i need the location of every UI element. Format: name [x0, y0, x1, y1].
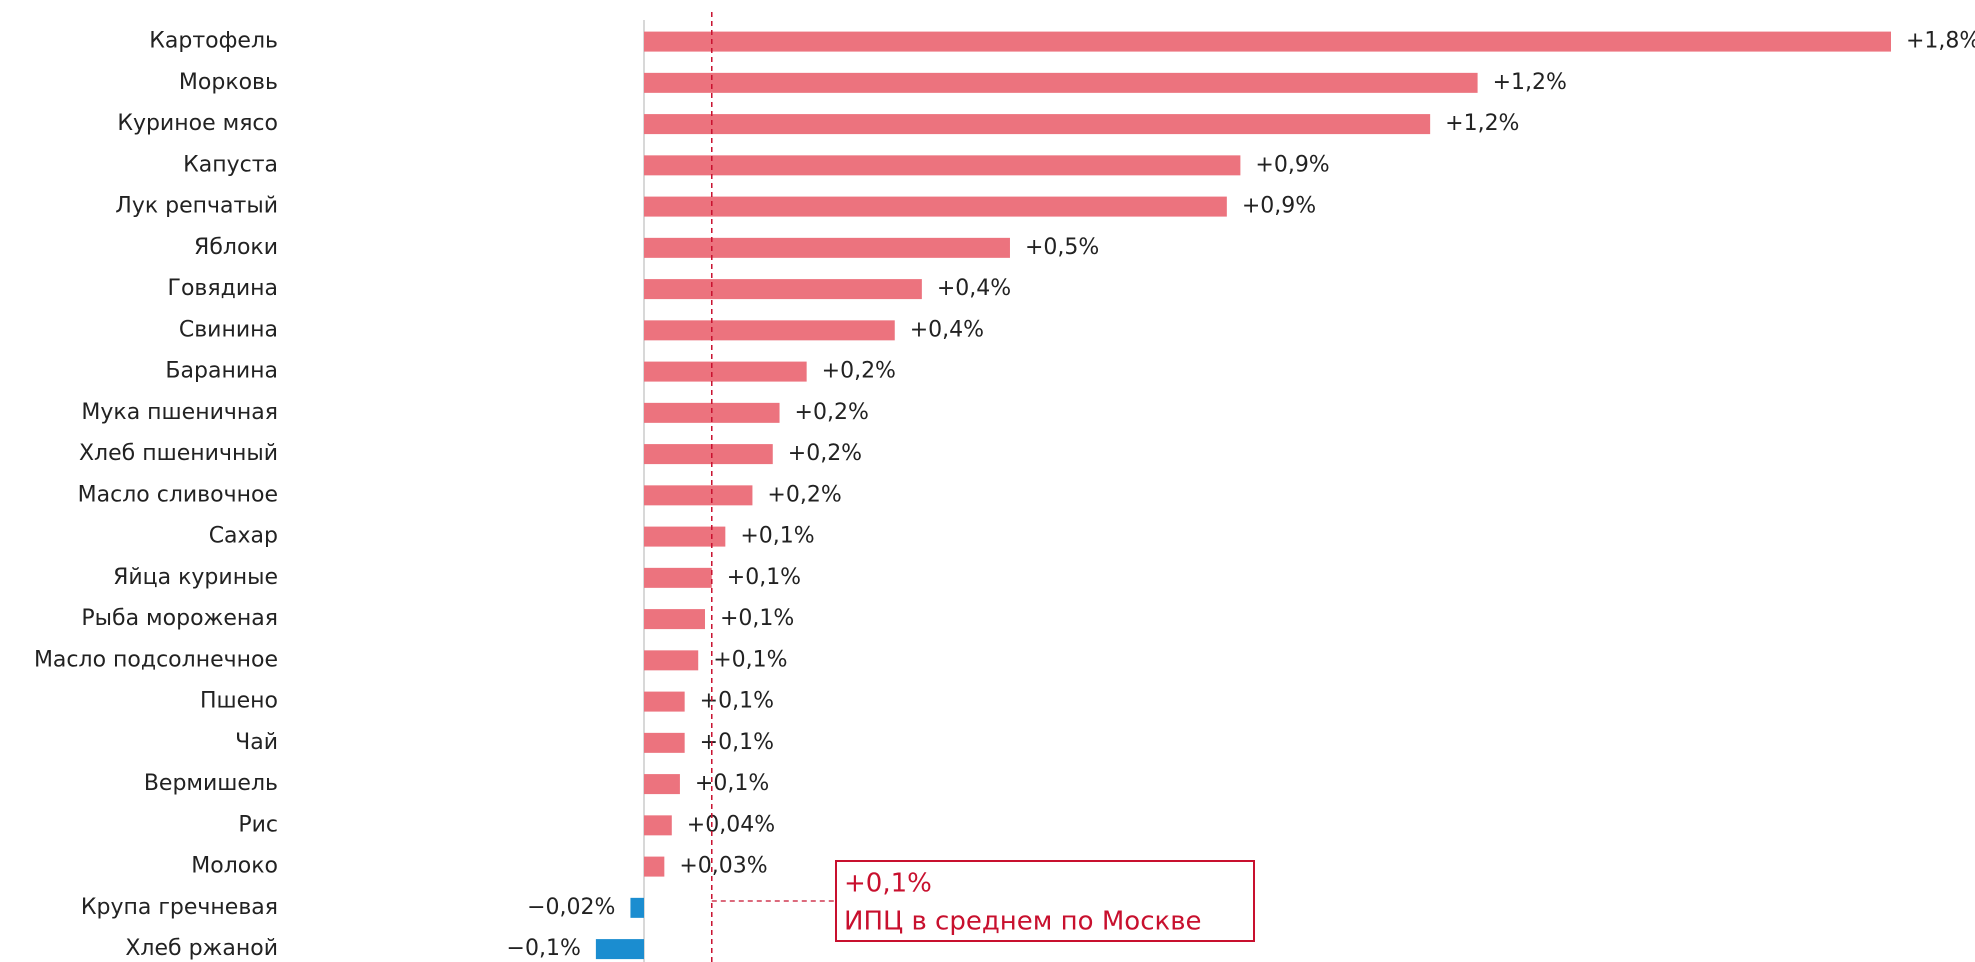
value-label: +0,9%	[1242, 194, 1316, 219]
bar	[644, 485, 753, 506]
category-label: Рыба мороженая	[81, 606, 278, 631]
category-label: Вермишель	[144, 771, 278, 796]
value-label: +0,04%	[687, 812, 775, 837]
value-label: −0,02%	[527, 895, 615, 920]
bar	[644, 155, 1241, 176]
value-label: +0,03%	[679, 854, 767, 879]
category-label: Свинина	[179, 317, 278, 342]
value-label: +0,2%	[767, 482, 841, 507]
bar	[644, 856, 665, 877]
bar	[644, 31, 1891, 52]
category-label: Капуста	[183, 152, 278, 177]
value-label: +0,1%	[720, 606, 794, 631]
category-label: Пшено	[200, 689, 278, 714]
value-label: −0,1%	[507, 936, 581, 961]
bar	[644, 444, 773, 465]
annotation-text: ИПЦ в среднем по Москве	[844, 907, 1202, 937]
value-label: +0,2%	[788, 441, 862, 466]
category-label: Чай	[235, 730, 278, 755]
category-label: Хлеб пшеничный	[79, 441, 278, 466]
category-label: Баранина	[165, 359, 278, 384]
value-label: +0,5%	[1025, 235, 1099, 260]
value-label: +1,2%	[1445, 111, 1519, 136]
bar	[644, 237, 1010, 258]
category-label: Масло сливочное	[78, 482, 278, 507]
category-label: Яблоки	[194, 235, 278, 260]
bar	[644, 567, 712, 588]
bar	[644, 526, 726, 547]
bar	[630, 897, 644, 918]
category-label: Картофель	[149, 29, 278, 54]
value-label: +1,2%	[1493, 70, 1567, 95]
category-label: Рис	[238, 812, 278, 837]
category-label: Говядина	[168, 276, 278, 301]
category-label: Молоко	[191, 854, 278, 879]
annotation-value: +0,1%	[844, 869, 932, 899]
value-label: +0,1%	[713, 647, 787, 672]
category-label: Крупа гречневая	[81, 895, 278, 920]
value-label: +0,2%	[822, 359, 896, 384]
category-label: Мука пшеничная	[81, 400, 278, 425]
category-label: Сахар	[209, 524, 278, 549]
bar	[644, 114, 1431, 135]
category-label: Куриное мясо	[117, 111, 278, 136]
category-label: Лук репчатый	[115, 194, 278, 219]
bar	[644, 609, 705, 630]
bar	[644, 650, 699, 671]
annotation-box	[835, 860, 1255, 942]
category-label: Яйца куриные	[113, 565, 278, 590]
bar	[644, 815, 672, 836]
bar	[644, 72, 1478, 93]
value-label: +0,2%	[795, 400, 869, 425]
bar	[644, 279, 922, 300]
value-label: +0,1%	[740, 524, 814, 549]
category-label: Масло подсолнечное	[34, 647, 278, 672]
bar	[644, 774, 680, 795]
bar	[644, 196, 1227, 217]
bar	[644, 732, 685, 753]
category-label: Морковь	[179, 70, 278, 95]
value-label: +0,1%	[727, 565, 801, 590]
value-label: +0,1%	[700, 689, 774, 714]
value-label: +1,8%	[1906, 29, 1975, 54]
bar	[644, 691, 685, 712]
bar	[644, 361, 807, 382]
bar	[644, 320, 895, 341]
bar	[595, 939, 644, 960]
value-label: +0,1%	[700, 730, 774, 755]
value-label: +0,1%	[695, 771, 769, 796]
category-label: Хлеб ржаной	[125, 936, 278, 961]
value-label: +0,9%	[1255, 152, 1329, 177]
value-label: +0,4%	[937, 276, 1011, 301]
value-label: +0,4%	[910, 317, 984, 342]
